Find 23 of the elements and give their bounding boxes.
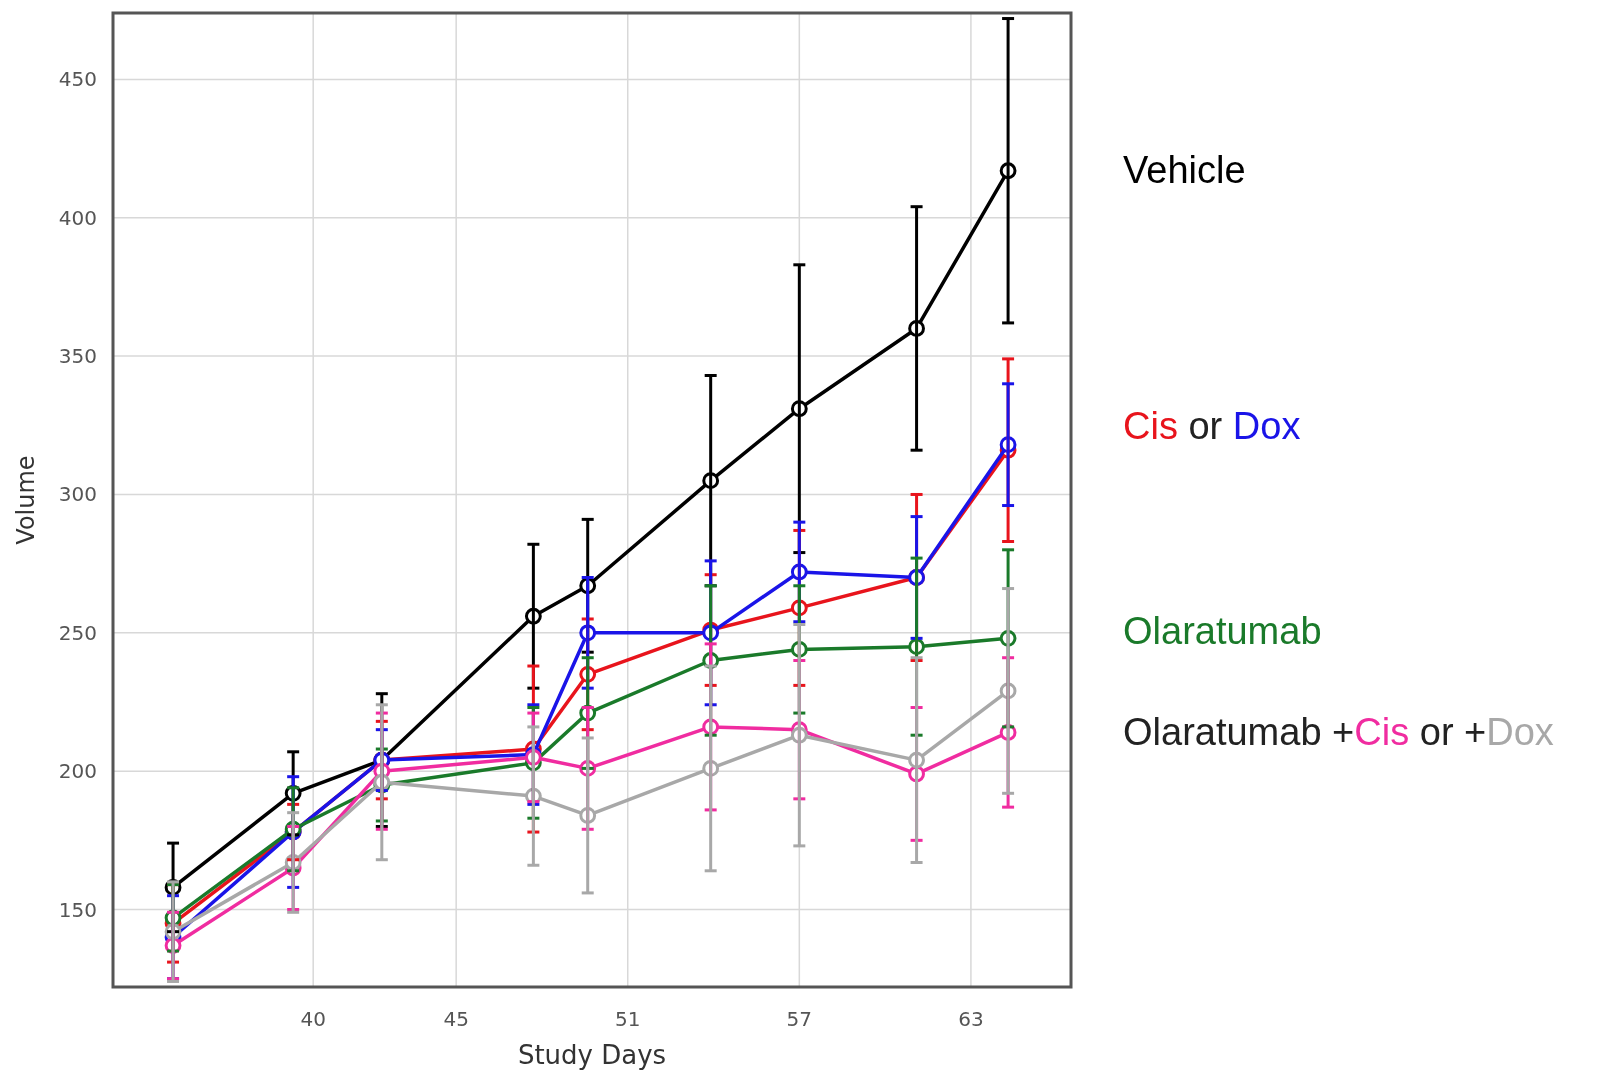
y-tick-label: 400 bbox=[58, 205, 97, 230]
y-tick-label: 200 bbox=[58, 759, 97, 784]
x-tick-label: 51 bbox=[615, 1007, 641, 1031]
x-tick-label: 40 bbox=[300, 1007, 326, 1031]
text: Olaratumab + bbox=[1123, 711, 1355, 753]
text: Vehicle bbox=[1123, 149, 1246, 191]
text: Cis bbox=[1354, 711, 1410, 753]
text: or + bbox=[1409, 711, 1487, 753]
y-tick-label: 250 bbox=[58, 620, 97, 645]
x-tick-label: 63 bbox=[958, 1007, 984, 1031]
text: Dox bbox=[1486, 711, 1554, 753]
x-axis-title: Study Days bbox=[517, 1040, 667, 1070]
x-tick-label: 45 bbox=[443, 1007, 469, 1031]
text: Cis bbox=[1123, 405, 1178, 447]
y-axis-title: Volume bbox=[12, 455, 40, 545]
y-tick-label: 350 bbox=[58, 344, 97, 369]
text: or bbox=[1177, 405, 1223, 447]
y-tick-label: 150 bbox=[58, 897, 97, 922]
text: Olaratumab bbox=[1123, 610, 1322, 652]
y-tick-label: 300 bbox=[58, 482, 97, 507]
y-tick-label: 450 bbox=[58, 67, 97, 92]
x-tick-label: 57 bbox=[786, 1007, 813, 1031]
text: Dox bbox=[1222, 405, 1301, 447]
